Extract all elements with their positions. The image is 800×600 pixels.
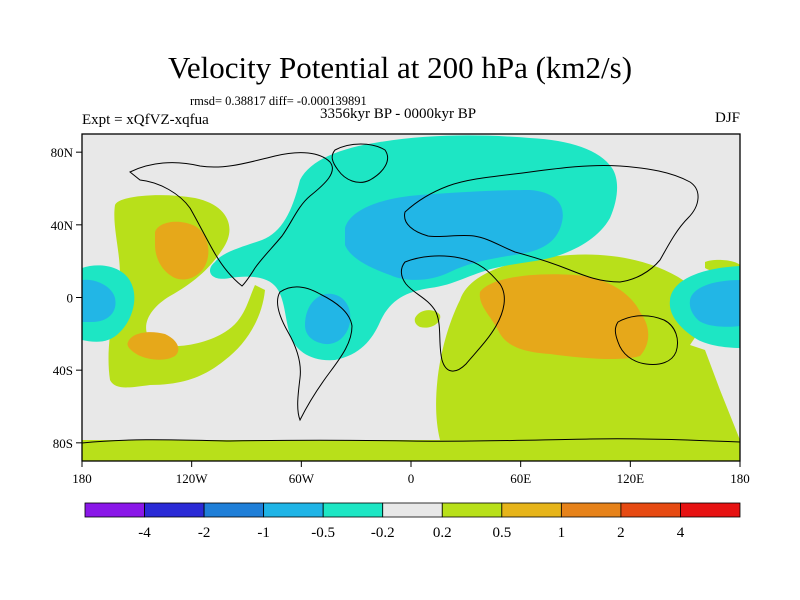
colorbar-swatch — [441, 502, 503, 518]
eurasia-coast — [404, 164, 699, 283]
colorbar-swatch — [620, 502, 681, 518]
colorbar-swatch — [382, 502, 443, 518]
colorbar-swatch — [322, 502, 384, 518]
australia-coast — [614, 315, 678, 365]
africa-coast — [400, 255, 505, 372]
colorbar-label: -4 — [138, 525, 151, 541]
colorbar-label: 0.2 — [433, 525, 452, 541]
colorbar-swatch — [263, 502, 324, 518]
map-field — [82, 134, 740, 461]
lat-tick-label: 40S — [53, 363, 73, 378]
blue-region-east-pacific — [689, 280, 740, 327]
colorbar-swatch — [680, 502, 741, 518]
colorbar-swatch — [203, 502, 265, 518]
lat-tick-label: 80S — [53, 436, 73, 451]
blue-region-eurasia — [345, 190, 563, 280]
longitude-axis: 180 120W 60W 0 60E 120E 180 — [72, 461, 750, 486]
green-region-atlantic — [414, 310, 441, 328]
lon-tick-label: 60W — [289, 471, 315, 486]
south-america-coast — [277, 286, 353, 422]
colorbar-label: -0.2 — [371, 525, 395, 541]
blue-region-west-pacific — [82, 279, 116, 322]
stats-text: rmsd= 0.38817 diff= -0.000139891 — [190, 94, 367, 108]
season-label: DJF — [714, 110, 740, 126]
lat-tick-label: 0 — [67, 291, 74, 306]
coastlines — [82, 143, 740, 444]
lon-tick-label: 60E — [510, 471, 531, 486]
lat-tick-label: 40N — [51, 218, 74, 233]
colorbar-label: 4 — [677, 525, 685, 541]
orange-region-africa-indian — [479, 274, 649, 360]
greenland-coast — [331, 143, 389, 183]
orange-region-south-pacific — [127, 332, 179, 360]
latitude-axis: 80N 40N 0 40S 80S — [51, 145, 82, 451]
lon-tick-label: 120E — [617, 471, 645, 486]
colorbar-label: -2 — [198, 525, 211, 541]
colorbar-label: -1 — [257, 525, 270, 541]
antarctica-coast — [82, 438, 740, 444]
colorbar-label: 1 — [558, 525, 566, 541]
plot-title: Velocity Potential at 200 hPa (km2/s) — [167, 50, 633, 85]
colorbar-swatch — [560, 502, 622, 518]
experiment-label: Expt = xQfVZ-xqfua — [82, 112, 209, 128]
period-label: 3356kyr BP - 0000kyr BP — [320, 106, 477, 122]
lon-tick-label: 180 — [72, 471, 92, 486]
colorbar-label: 0.5 — [492, 525, 511, 541]
colorbar-label: -0.5 — [311, 525, 335, 541]
lon-tick-label: 120W — [176, 471, 209, 486]
colorbar-label: 2 — [617, 525, 625, 541]
lon-tick-label: 180 — [730, 471, 750, 486]
north-america-coast — [129, 152, 333, 287]
colorbar: -4 -2 -1 -0.5 -0.2 0.2 0.5 1 2 4 — [84, 502, 741, 541]
orange-region-north-pacific — [155, 221, 209, 280]
colorbar-swatch — [501, 502, 562, 518]
lon-tick-label: 0 — [408, 471, 415, 486]
lat-tick-label: 80N — [51, 145, 74, 160]
colorbar-swatch — [84, 502, 145, 518]
colorbar-swatch — [144, 502, 205, 518]
